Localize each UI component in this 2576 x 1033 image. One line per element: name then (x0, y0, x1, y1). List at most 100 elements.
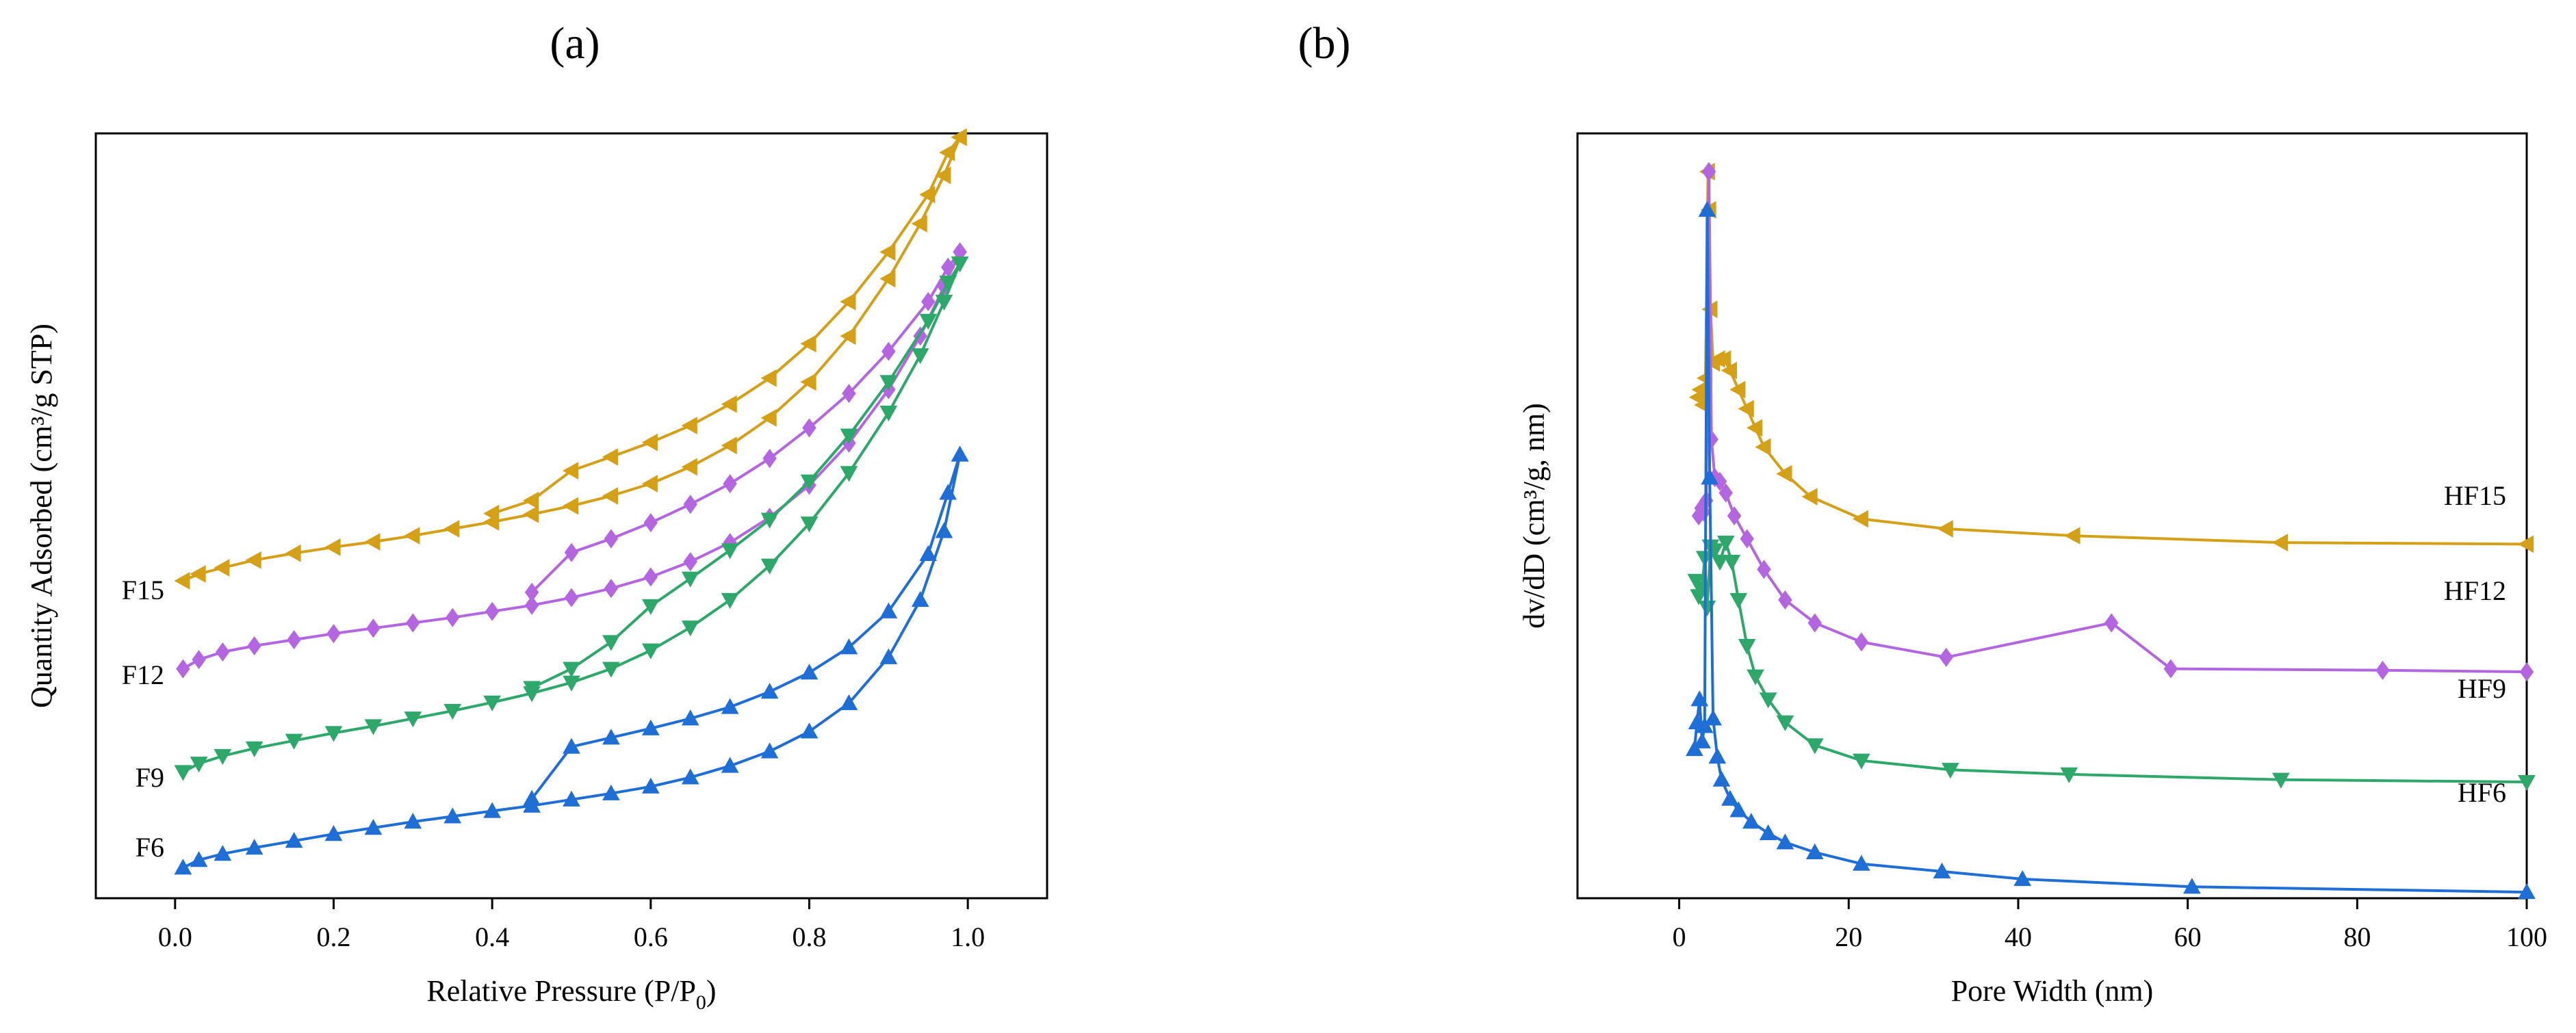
series-F9-line-adsorption (182, 263, 962, 774)
series-F9-point (523, 681, 541, 697)
series-F6-point (404, 813, 422, 829)
series-F6-point (602, 729, 620, 745)
series-HF15-line (1697, 170, 2527, 546)
series-F15-point (245, 551, 261, 569)
series-F12-point (564, 542, 579, 562)
series-F6-point (879, 648, 898, 664)
series-HF6-point (1693, 732, 1711, 748)
series-F15-point (174, 572, 190, 590)
series-HF6-point (1712, 770, 1731, 787)
series-F15-point (681, 458, 697, 476)
series-F9-point (483, 695, 502, 711)
series-F6-point (523, 789, 541, 806)
series-F15-point (602, 448, 619, 466)
series-F6-point (760, 683, 779, 699)
series-HF15: HF15 (1688, 163, 2534, 553)
series-HF6: HF6 (1686, 200, 2536, 900)
series-HF6-point (1759, 824, 1777, 841)
series-HF9-label: HF9 (2458, 673, 2506, 704)
series-F9-point (641, 599, 660, 615)
series-F12-point (683, 495, 697, 514)
series-HF12-label: HF12 (2444, 575, 2506, 606)
panel-b-label: (b) (1298, 18, 1351, 68)
chart-b: 0 20 40 60 80 100 Pore Width (nm) dv/dD (cm³/g,… (1517, 132, 2547, 1008)
series-F6-point (245, 839, 263, 855)
series-HF15-point (2064, 527, 2081, 545)
series-F15-point (214, 559, 230, 577)
panel-a-label: (a) (550, 18, 600, 68)
series-HF6-point (1701, 469, 1719, 485)
series-F15-point (919, 185, 936, 204)
series-F6-point (641, 719, 660, 735)
series-F6-point (840, 638, 858, 655)
series-F6-point (563, 790, 580, 807)
series-HF6-line (1692, 208, 2527, 894)
series-F6-point (721, 698, 739, 714)
series-F15-point (681, 417, 697, 434)
series-HF12-point (2104, 613, 2119, 633)
chart-a-y-axis-title: Quantity Adsorbed (cm³/g STP) (25, 324, 58, 708)
series-F9-point (951, 256, 969, 273)
series-F15-point (879, 243, 896, 261)
series-HF6-point (1853, 854, 1870, 871)
series-F6-point (641, 777, 660, 794)
series-F6-point (951, 445, 969, 462)
series-F12-point (643, 513, 658, 533)
series-F9-point (324, 726, 343, 742)
chart-a-x-tick-label: 0.0 (158, 921, 192, 952)
series-HF12-point (1854, 632, 1869, 652)
series-F12-point (564, 588, 579, 607)
series-F9-point (443, 703, 462, 720)
series-F12-point (604, 529, 619, 549)
series-HF12-point (2163, 659, 2178, 679)
series-F9-label: F9 (136, 762, 164, 793)
series-F6-point (324, 825, 343, 841)
chart-a-x-axis-title: Relative Pressure (P/P0) (426, 974, 716, 1014)
series-HF12-point (1727, 506, 1742, 526)
series-F9-point (602, 635, 620, 651)
series-F15-point (641, 433, 658, 452)
series-F9-point (721, 592, 739, 610)
series-F15-point (364, 533, 381, 551)
series-F15-point (879, 270, 896, 288)
chart-a-x-tick-label: 0.8 (793, 921, 827, 952)
series-F6-point (190, 851, 208, 867)
series-F12-label: F12 (122, 659, 164, 690)
series-F15-point (523, 491, 539, 510)
series-HF15-point (2271, 534, 2288, 551)
series-HF15-point (1715, 350, 1731, 368)
series-HF12-point (1778, 590, 1792, 610)
series-F9-point (174, 765, 192, 781)
series-HF15-point (1852, 510, 1868, 528)
series-F6-point (364, 819, 383, 835)
series-F6-label: F6 (136, 832, 164, 863)
series-HF12-line (1697, 170, 2527, 674)
series-HF6-point (1729, 801, 1748, 818)
series-F6-point (285, 832, 303, 848)
series-HF15-point (1755, 438, 1771, 456)
series-HF6-point (1933, 862, 1951, 878)
series-F6-point (800, 664, 819, 680)
series-HF9-point (1738, 638, 1756, 655)
series-HF15-point (1801, 488, 1818, 506)
series-F6: F6 (136, 445, 969, 875)
series-HF15-point (1747, 419, 1763, 437)
series-HF15-point (2517, 535, 2534, 553)
series-F9-point (800, 474, 819, 491)
series-HF12-point (2519, 662, 2534, 682)
chart-b-x-tick-label: 40 (2005, 921, 2032, 952)
series-F15-point (840, 327, 856, 345)
series-F15-point (935, 166, 951, 185)
chart-a-x-tick-label: 0.2 (317, 921, 351, 952)
series-HF6-label: HF6 (2458, 777, 2506, 808)
series-F12-point (723, 473, 737, 494)
chart-b-x-tick-label: 100 (2506, 921, 2547, 952)
series-HF12: HF12 (1691, 161, 2534, 682)
series-F6-point (800, 722, 819, 739)
series-F9-point (681, 571, 699, 588)
series-F6-point (939, 484, 957, 500)
series-F12-point (683, 552, 697, 572)
series-F15-point (800, 373, 816, 391)
series-F15-point (641, 475, 658, 493)
series-F15-line-adsorption (182, 136, 962, 582)
